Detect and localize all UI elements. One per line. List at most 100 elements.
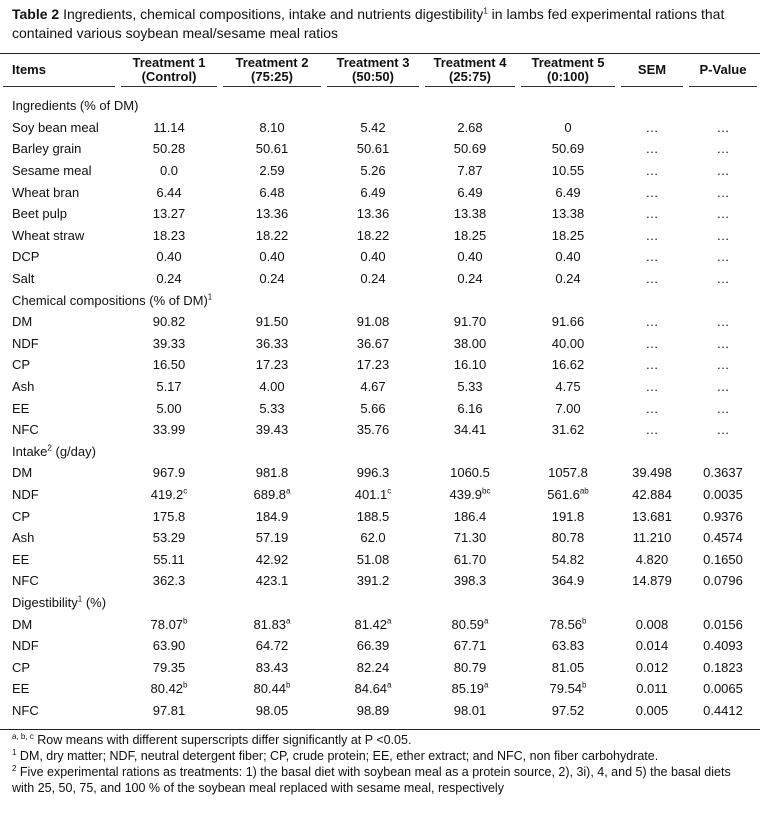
table-cell: 398.3 <box>453 573 487 589</box>
table-cell: 4.00 <box>259 379 285 395</box>
table-cell: … <box>716 141 730 157</box>
table-row: EE 5.00 5.33 5.66 6.16 7.00…… <box>0 397 760 419</box>
table-cell: 79.35 <box>152 659 186 675</box>
row-label: Wheat bran <box>12 184 80 200</box>
table-row: EE 80.42b 80.44b 84.64a 85.19a 79.54b 0.011 0.0… <box>0 678 760 700</box>
table-cell: 0.005 <box>635 702 669 718</box>
table-cell: 0.014 <box>635 638 669 654</box>
table-cell: 561.6ab <box>547 486 589 502</box>
table-cell: 0.0035 <box>703 486 743 502</box>
table-cell: 18.25 <box>551 227 585 243</box>
table-cell: 16.50 <box>152 357 186 373</box>
table-cell: 80.44b <box>253 681 291 697</box>
table-cell: 57.19 <box>255 530 289 546</box>
row-label: CP <box>12 357 31 373</box>
data-table: Items Treatment 1 (Control) Treatment 2 (75:… <box>0 53 760 729</box>
table-cell: 63.90 <box>152 638 186 654</box>
table-cell: 80.79 <box>453 659 487 675</box>
table-cell: 91.66 <box>551 314 585 330</box>
table-cell: 0.4093 <box>703 638 743 654</box>
table-row: NDF 419.2c 689.8a 401.1c 439.9bc 561.6ab 42.88… <box>0 484 760 506</box>
table-cell: 13.38 <box>551 206 585 222</box>
table-cell: 97.81 <box>152 702 186 718</box>
table-cell: 64.72 <box>255 638 289 654</box>
table-cell: 63.83 <box>551 638 585 654</box>
table-cell: 78.56b <box>549 616 587 632</box>
table-cell: 439.9bc <box>449 486 491 502</box>
table-cell: 5.26 <box>360 163 386 179</box>
table-cell: 5.00 <box>156 400 182 416</box>
table-cell: 5.33 <box>259 400 285 416</box>
table-cell: 14.879 <box>632 573 672 589</box>
table-cell: 34.41 <box>453 422 487 438</box>
table-cell: 689.8a <box>253 486 291 502</box>
table-row: DM 90.82 91.50 91.08 91.70 91.66…… <box>0 311 760 333</box>
row-label: Wheat straw <box>12 227 85 243</box>
table-cell: 0.0065 <box>703 681 743 697</box>
row-label: EE <box>12 400 30 416</box>
table-row: NFC 97.81 98.05 98.89 98.01 97.52 0.005 0.4412 <box>0 700 760 722</box>
footnotes: a, b, c Row means with different supersc… <box>0 730 760 806</box>
table-cell: 10.55 <box>551 163 585 179</box>
table-cell: 16.62 <box>551 357 585 373</box>
footnote: a, b, c Row means with different supersc… <box>12 732 412 748</box>
section-header: Digestibility1 (%) <box>12 594 107 610</box>
table-cell: 91.50 <box>255 314 289 330</box>
table-cell: 71.30 <box>453 530 487 546</box>
table-cell: 423.1 <box>255 573 289 589</box>
row-label: Sesame meal <box>12 163 92 179</box>
table-cell: 50.61 <box>356 141 390 157</box>
table-cell: 362.3 <box>152 573 186 589</box>
table-cell: 18.22 <box>356 227 390 243</box>
table-cell: 0.1823 <box>703 659 743 675</box>
table-cell: 0.0796 <box>703 573 743 589</box>
table-row: CP 79.35 83.43 82.24 80.79 81.05 0.012 0.1823 <box>0 656 760 678</box>
table-cell: 4.67 <box>360 379 386 395</box>
table-row: CP 16.50 17.23 17.23 16.10 16.62…… <box>0 354 760 376</box>
table-cell: 4.820 <box>635 551 669 567</box>
table-cell: 967.9 <box>152 465 186 481</box>
table-row: Wheat bran 6.44 6.48 6.49 6.49 6.49…… <box>0 181 760 203</box>
table-cell: 5.17 <box>156 379 182 395</box>
table-cell: 42.884 <box>632 486 672 502</box>
footnote: 2 Five experimental rations as treatment… <box>12 764 731 796</box>
table-cell: … <box>645 379 659 395</box>
table-cell: 91.08 <box>356 314 390 330</box>
table-cell: 51.08 <box>356 551 390 567</box>
table-cell: 98.05 <box>255 702 289 718</box>
table-cell: … <box>645 422 659 438</box>
table-cell: 54.82 <box>551 551 585 567</box>
row-label: Salt <box>12 271 35 287</box>
table-cell: 66.39 <box>356 638 390 654</box>
table-cell: 40.00 <box>551 335 585 351</box>
table-cell: 90.82 <box>152 314 186 330</box>
table-cell: 981.8 <box>255 465 289 481</box>
table-cell: 38.00 <box>453 335 487 351</box>
table-cell: 6.44 <box>156 184 182 200</box>
table-cell: 50.69 <box>453 141 487 157</box>
row-label: NFC <box>12 702 39 718</box>
table-cell: 0.008 <box>635 616 669 632</box>
table-cell: 0 <box>564 119 572 135</box>
table-cell: … <box>716 271 730 287</box>
row-label: DM <box>12 465 33 481</box>
table-cell: 2.59 <box>259 163 285 179</box>
row-label: Ash <box>12 530 35 546</box>
row-label: EE <box>12 681 30 697</box>
column-header: SEM <box>618 54 686 87</box>
table-cell: 91.70 <box>453 314 487 330</box>
section-header: Ingredients (% of DM) <box>12 98 139 114</box>
table-cell: 50.28 <box>152 141 186 157</box>
table-cell: 0.40 <box>259 249 285 265</box>
table-cell: 50.69 <box>551 141 585 157</box>
table-row: NDF 63.90 64.72 66.39 67.71 63.83 0.014 0.4093 <box>0 635 760 657</box>
table-cell: 83.43 <box>255 659 289 675</box>
table-cell: … <box>645 119 659 135</box>
table-cell: 36.67 <box>356 335 390 351</box>
row-label: DM <box>12 314 33 330</box>
row-label: DM <box>12 616 33 632</box>
table-cell: 0.24 <box>360 271 386 287</box>
column-header: P-Value <box>686 54 760 87</box>
table-cell: 6.49 <box>457 184 483 200</box>
table-cell: 53.29 <box>152 530 186 546</box>
